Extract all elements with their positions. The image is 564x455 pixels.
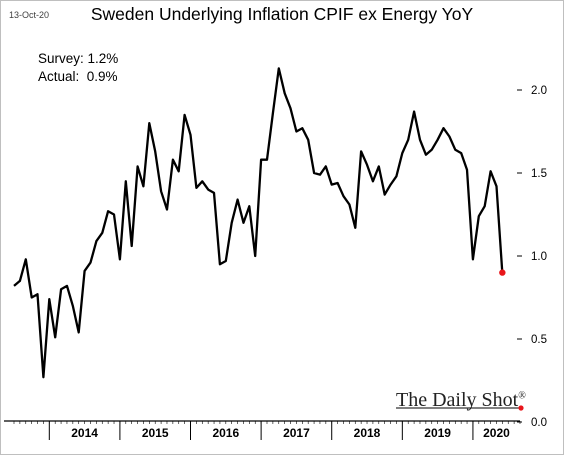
- brand-registered-mark: ®: [518, 390, 526, 402]
- y-tick-label: 1.5: [531, 168, 547, 180]
- x-tick-label: 2020: [483, 426, 510, 440]
- brand-dot: [518, 405, 524, 411]
- chart-title: Sweden Underlying Inflation CPIF ex Ener…: [90, 4, 474, 24]
- survey-annotation: Survey: 1.2%: [38, 51, 119, 66]
- date-stamp: 13-Oct-20: [9, 10, 50, 20]
- latest-value-point: [499, 269, 506, 276]
- y-tick-label: 0.0: [531, 417, 547, 429]
- y-tick-label: 0.5: [531, 334, 547, 346]
- inflation-series-line: [13, 67, 504, 379]
- y-tick-label: 1.0: [531, 251, 547, 263]
- x-tick-label: 2015: [142, 426, 169, 440]
- x-tick-label: 2019: [424, 426, 451, 440]
- brand-name: The Daily Shot: [396, 389, 519, 411]
- y-tick-label: 2.0: [531, 85, 547, 97]
- actual-annotation: Actual: 0.9%: [38, 69, 118, 84]
- x-tick-label: 2017: [283, 426, 310, 440]
- brand-logo: The Daily Shot®: [396, 389, 526, 412]
- x-tick-label: 2018: [354, 426, 381, 440]
- x-tick-label: 2014: [71, 426, 98, 440]
- x-tick-label: 2016: [212, 426, 239, 440]
